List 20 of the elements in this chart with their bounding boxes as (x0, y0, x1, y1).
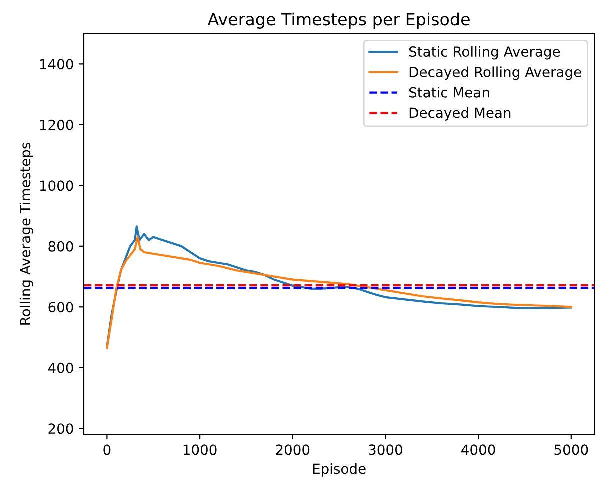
y-tick-label: 1400 (40, 59, 74, 70)
x-axis-title: Episode (313, 463, 366, 477)
legend-label: Static Mean (409, 87, 490, 98)
y-tick-label: 200 (48, 424, 74, 434)
y-axis-title: Rolling Average Timesteps (20, 143, 34, 325)
x-tick-label: 1000 (184, 444, 217, 456)
x-tick-label: 0 (104, 444, 111, 456)
legend-label: Decayed Rolling Average (410, 66, 582, 80)
x-tick-label: 4000 (462, 444, 496, 456)
y-tick-label: 800 (48, 241, 74, 252)
y-tick-label: 1000 (40, 180, 74, 192)
x-tick-label: 2000 (276, 444, 310, 456)
chart-title: Average Timesteps per Episode (208, 12, 470, 29)
y-tick-label: 1200 (40, 120, 74, 130)
y-tick-label: 400 (48, 362, 74, 374)
legend-label: Static Rolling Average (409, 46, 560, 60)
y-tick-label: 600 (48, 302, 74, 313)
x-tick-label: 3000 (369, 444, 402, 456)
x-tick-label: 5000 (554, 444, 588, 456)
legend-label: Decayed Mean (410, 107, 511, 121)
